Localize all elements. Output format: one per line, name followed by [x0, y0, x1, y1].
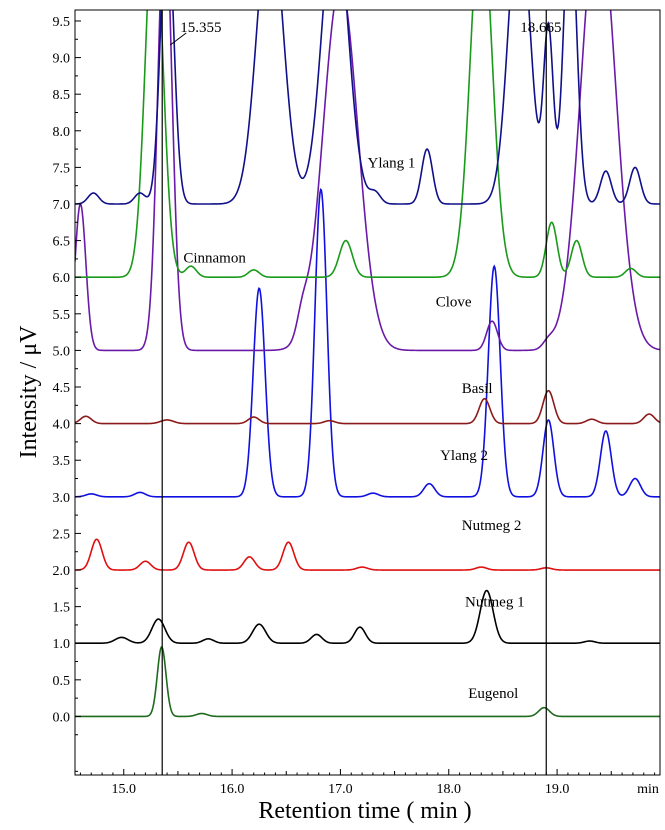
series-label-nutmeg-1: Nutmeg 1 [465, 595, 525, 611]
y-tick-label: 0.5 [53, 674, 71, 689]
y-tick-label: 3.0 [53, 491, 71, 506]
y-tick-label: 7.0 [53, 198, 71, 213]
marker-label-1: 15.355 [180, 20, 221, 36]
series-layer [75, 10, 660, 718]
series-line-nutmeg-1 [75, 589, 660, 645]
x-tick-label: 17.0 [328, 782, 353, 797]
y-tick-label: 5.5 [53, 308, 71, 323]
series-label-ylang-1: Ylang 1 [368, 155, 416, 171]
series-label-eugenol: Eugenol [468, 686, 518, 702]
y-tick-label: 4.0 [53, 418, 71, 433]
y-tick-label: 0.0 [53, 710, 71, 725]
series-line-basil [75, 389, 660, 425]
x-tick-label: 15.0 [112, 782, 137, 797]
x-tick-label: 18.0 [437, 782, 462, 797]
y-tick-label: 7.5 [53, 161, 71, 176]
series-line-cinnamon [75, 10, 660, 278]
marker-label-2: 18.665 [520, 20, 561, 36]
y-axis-title: Intensity / μV [16, 325, 42, 459]
series-label-clove: Clove [436, 294, 472, 310]
y-tick-label: 8.5 [53, 88, 71, 103]
series-line-ylang-1 [75, 10, 660, 205]
series-label-basil: Basil [462, 381, 493, 397]
y-tick-label: 3.5 [53, 454, 71, 469]
series-line-eugenol [75, 645, 660, 718]
y-tick-label: 4.5 [53, 381, 71, 396]
x-tick-label: 16.0 [220, 782, 245, 797]
x-tick-label: 19.0 [545, 782, 570, 797]
y-tick-label: 9.5 [53, 15, 71, 30]
series-label-cinnamon: Cinnamon [183, 251, 246, 267]
x-axis: 15.0 16.0 17.0 18.0 19.0 min [79, 769, 659, 797]
y-tick-label: 6.0 [53, 271, 71, 286]
series-line-ylang-2 [75, 188, 660, 498]
series-line-nutmeg-2 [75, 538, 660, 571]
y-tick-label: 6.5 [53, 235, 71, 250]
x-unit-label: min [637, 782, 659, 797]
marker-leader-1 [169, 32, 187, 46]
y-tick-label: 2.0 [53, 564, 71, 579]
plot-frame [74, 9, 661, 776]
y-tick-label: 5.0 [53, 344, 71, 359]
y-tick-label: 1.0 [53, 637, 71, 652]
series-line-clove [75, 10, 660, 352]
y-tick-label: 1.5 [53, 601, 71, 616]
y-tick-label: 8.0 [53, 125, 71, 140]
series-label-ylang-2: Ylang 2 [440, 448, 488, 464]
y-axis: 0.0 0.5 1.0 1.5 2.0 2.5 3.0 3.5 4.0 4.5 5.0 5.5 6.0 6… [53, 15, 81, 772]
y-tick-label: 9.0 [53, 52, 71, 67]
y-tick-label: 2.5 [53, 527, 71, 542]
guide-layer: 15.355 18.665 [161, 10, 562, 775]
x-axis-title: Retention time ( min ) [258, 798, 471, 824]
series-label-nutmeg-2: Nutmeg 2 [462, 518, 522, 534]
series-labels: Eugenol Nutmeg 1 Nutmeg 2 Ylang 2 Basil Clove… [183, 155, 524, 702]
